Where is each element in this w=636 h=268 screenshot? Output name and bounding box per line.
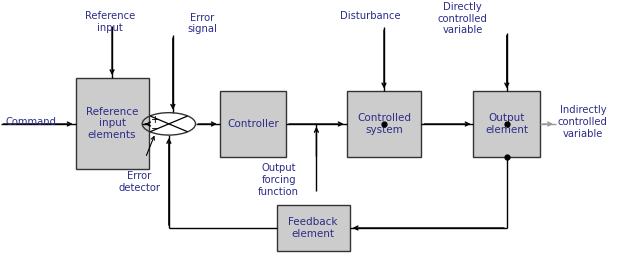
Bar	[76, 78, 149, 169]
Bar	[219, 91, 286, 157]
Text: Error
detector: Error detector	[118, 171, 160, 193]
Text: Reference
input
elements: Reference input elements	[86, 107, 138, 140]
Text: Controlled
system: Controlled system	[357, 113, 411, 135]
Text: Disturbance: Disturbance	[340, 11, 401, 21]
Bar	[473, 91, 540, 157]
Text: +: +	[151, 115, 160, 125]
Text: −: −	[151, 124, 160, 133]
Bar	[347, 91, 422, 157]
Bar	[277, 205, 350, 251]
Text: Command: Command	[6, 117, 57, 127]
Text: Feedback
element: Feedback element	[289, 217, 338, 239]
Text: Directly
controlled
variable: Directly controlled variable	[438, 2, 488, 35]
Text: Error
signal: Error signal	[188, 13, 218, 34]
Text: Reference
input: Reference input	[85, 11, 135, 33]
Text: Output
forcing
function: Output forcing function	[258, 163, 299, 196]
Text: Output
element: Output element	[485, 113, 529, 135]
Text: Controller: Controller	[227, 119, 279, 129]
Text: Indirectly
controlled
variable: Indirectly controlled variable	[558, 105, 608, 139]
